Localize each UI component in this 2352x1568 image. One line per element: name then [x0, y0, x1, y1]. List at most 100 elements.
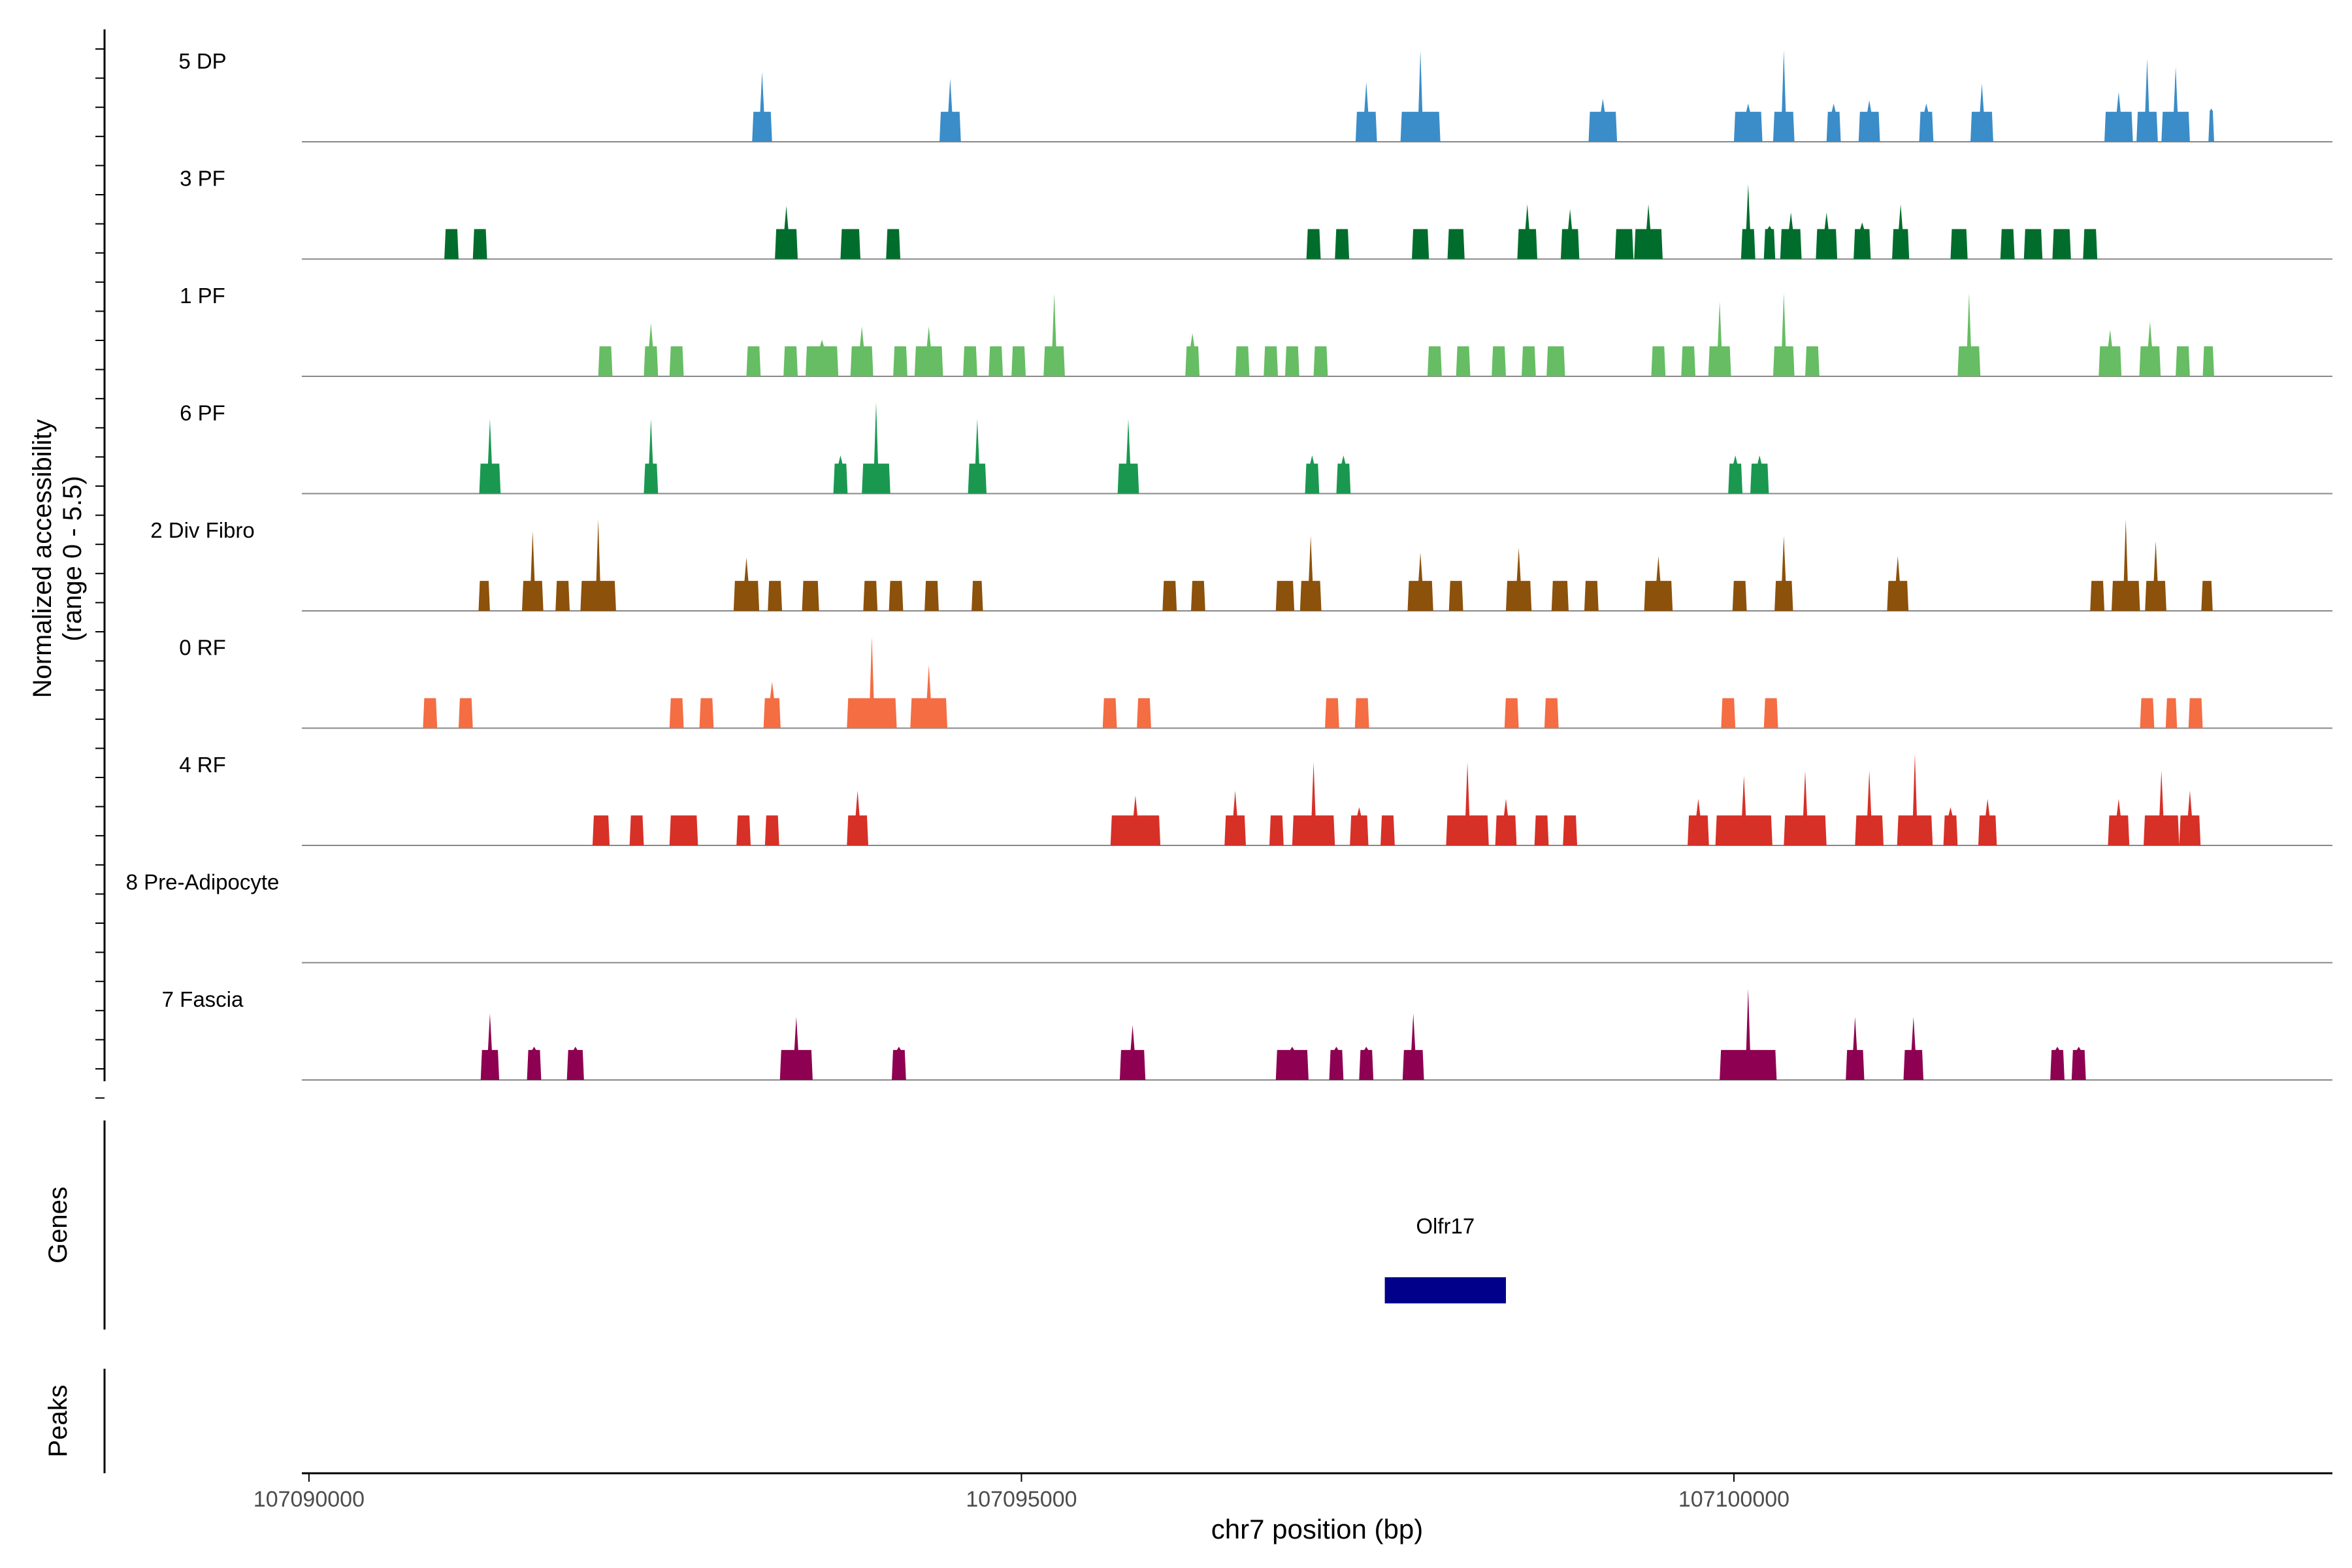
coverage-peak — [1784, 770, 1827, 845]
gene-label: Olfr17 — [1416, 1214, 1475, 1238]
coverage-peak — [555, 581, 570, 611]
coverage-peak — [1950, 229, 1968, 259]
coverage-peak — [2188, 698, 2203, 728]
coverage-peak — [1943, 807, 1958, 845]
coverage-peak — [988, 346, 1004, 376]
track: 0 RF — [179, 636, 2332, 729]
coverage-peak — [699, 698, 714, 728]
track: 4 RF — [179, 753, 2332, 846]
genes-layer: Olfr17 — [1384, 1214, 1506, 1303]
coverage-peak — [1858, 100, 1880, 142]
coverage-peak — [2179, 791, 2201, 845]
coverage-peak — [566, 1047, 584, 1080]
track-label: 5 DP — [178, 49, 226, 73]
coverage-peak — [629, 815, 644, 845]
coverage-peak — [1546, 346, 1565, 376]
coverage-peak — [598, 346, 613, 376]
coverage-peak — [1043, 293, 1065, 376]
coverage-peak — [592, 815, 610, 845]
x-axis-ticks: 107090000 107095000 107100000 — [253, 1473, 1789, 1512]
coverage-peak — [2111, 519, 2140, 611]
coverage-peak — [1774, 536, 1793, 611]
coverage-peak — [1919, 103, 1934, 142]
coverage-peak — [1224, 791, 1246, 845]
coverage-peak — [1110, 795, 1161, 845]
coverage-peak — [763, 681, 781, 728]
coverage-peak — [2161, 67, 2190, 142]
coverage-peak — [1335, 229, 1350, 259]
coverage-peak — [2139, 321, 2161, 376]
track-label: 4 RF — [179, 753, 226, 777]
coverage-peak — [1551, 581, 1569, 611]
coverage-peak — [1119, 1025, 1146, 1080]
track: 3 PF — [180, 167, 2332, 260]
coverage-peak — [480, 1013, 500, 1080]
coverage-peak — [1521, 346, 1536, 376]
coverage-peak — [1887, 556, 1909, 611]
track: 8 Pre-Adipocyte — [126, 870, 2332, 964]
coverage-peak — [1728, 455, 1743, 494]
coverage-peak — [1402, 1013, 1424, 1080]
coverage-peak — [1846, 1017, 1865, 1080]
coverage-peak — [521, 531, 544, 611]
track-label: 2 Div Fibro — [150, 518, 255, 542]
y-axis-title-line2: (range 0 - 5.5) — [58, 476, 87, 641]
coverage-peak — [752, 72, 772, 142]
coverage-peak — [2050, 1047, 2065, 1080]
coverage-peak — [2140, 698, 2155, 728]
track-label: 1 PF — [180, 284, 225, 308]
coverage-peak — [910, 664, 948, 728]
coverage-peak — [2136, 58, 2158, 142]
gene-body — [1384, 1277, 1506, 1303]
coverage-peak — [924, 581, 939, 611]
coverage-peak — [1275, 1047, 1309, 1080]
track-label: 7 Fascia — [162, 987, 244, 1011]
coverage-peak — [847, 791, 868, 845]
coverage-peak — [862, 402, 890, 494]
track-label: 0 RF — [179, 636, 226, 660]
coverage-peak — [1275, 581, 1295, 611]
x-tick-label: 107100000 — [1678, 1487, 1789, 1512]
coverage-peak — [423, 698, 438, 728]
coverage-peak — [1634, 204, 1663, 259]
coverage-peak — [2099, 329, 2122, 376]
coverage-peak — [1102, 698, 1117, 728]
coverage-peak — [2090, 581, 2105, 611]
coverage-peak — [1299, 536, 1322, 611]
coverage-peak — [939, 78, 961, 142]
coverage-peak — [1400, 50, 1441, 142]
coverage-peak — [1681, 346, 1696, 376]
coverage-peak — [458, 698, 473, 728]
coverage-peak — [736, 815, 751, 845]
coverage-peak — [1614, 229, 1634, 259]
coverage-peak — [1750, 455, 1769, 494]
coverage-peak — [1563, 815, 1578, 845]
coverage-peak — [644, 323, 659, 376]
coverage-peak — [768, 581, 783, 611]
coverage-peak — [1978, 798, 1997, 845]
coverage-peak — [1708, 301, 1731, 376]
coverage-peak — [2104, 91, 2133, 142]
coverage-peak — [1651, 346, 1666, 376]
coverage-peak — [1534, 815, 1549, 845]
coverage-peak — [1492, 346, 1506, 376]
coverage-peak — [1447, 229, 1465, 259]
coverage-peak — [1715, 776, 1772, 845]
coverage-peak — [1544, 698, 1559, 728]
x-axis: 107090000 107095000 107100000 chr7 positio… — [253, 1472, 2332, 1544]
coverage-peak — [1359, 1047, 1374, 1080]
coverage-peak — [1805, 346, 1820, 376]
coverage-peak — [914, 326, 943, 376]
coverage-peak — [963, 346, 977, 376]
coverage-peak — [1505, 547, 1532, 611]
coverage-peak — [1892, 204, 1910, 259]
coverage-peak — [1517, 204, 1537, 259]
coverage-peak — [1137, 698, 1151, 728]
coverage-peak — [1588, 98, 1618, 142]
coverage-peak — [775, 206, 798, 259]
coverage-peak — [968, 418, 987, 494]
coverage-peak — [1644, 556, 1673, 611]
y-axis-title: Normalized accessibility (range 0 - 5.5) — [28, 419, 87, 698]
coverage-peak — [1772, 293, 1795, 376]
